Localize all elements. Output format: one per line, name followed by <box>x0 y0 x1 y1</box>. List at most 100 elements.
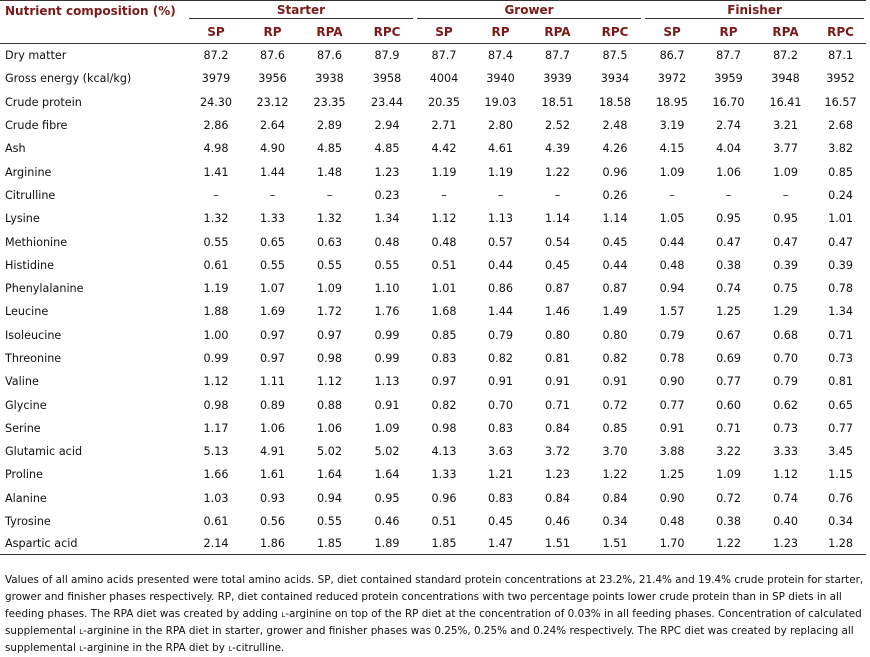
row-label: Dry matter <box>5 49 67 63</box>
table-row: Tyrosine 0.61 0.56 0.55 0.46 0.51 0.45 0.46 0.34… <box>0 510 866 533</box>
table-cell: 1.15 <box>828 468 853 482</box>
table-cell: 1.09 <box>317 282 342 296</box>
table-cell: 1.07 <box>260 282 285 296</box>
table-cell: 0.79 <box>488 328 513 342</box>
table-row: Glycine 0.98 0.89 0.88 0.91 0.82 0.70 0.71 0.72 0… <box>0 393 866 416</box>
table-cell: 3.45 <box>828 445 853 459</box>
table-cell: 87.9 <box>374 49 400 63</box>
table-cell: 0.47 <box>828 235 853 249</box>
row-label: Tyrosine <box>5 515 51 529</box>
table-row: Crude fibre 2.86 2.64 2.89 2.94 2.71 2.80 2.52 2… <box>0 114 866 137</box>
nutrient-table: Nutrient composition (%) Starter Grower … <box>0 0 867 556</box>
table-cell: 3.33 <box>773 445 798 459</box>
table-cell: 0.45 <box>488 515 513 529</box>
table-cell: 0.26 <box>602 188 628 202</box>
table-cell: 4.91 <box>260 445 285 459</box>
table-cell: 3.88 <box>659 445 685 459</box>
col-header: RP <box>701 20 757 44</box>
footnote-smallcaps: l <box>79 625 84 637</box>
table-cell: 1.12 <box>203 375 229 389</box>
table-cell: 2.68 <box>828 119 853 133</box>
table-cell: 18.58 <box>599 95 632 109</box>
table-cell: 1.10 <box>374 282 400 296</box>
table-cell: 0.34 <box>828 515 853 529</box>
table-cell: 1.33 <box>431 468 457 482</box>
table-cell: 1.03 <box>203 491 229 505</box>
table-cell: 0.48 <box>659 515 685 529</box>
table-cell: 0.38 <box>716 258 741 272</box>
table-cell: 1.29 <box>773 305 798 319</box>
row-label: Gross energy (kcal/kg) <box>5 72 132 86</box>
table-cell: 1.33 <box>260 212 285 226</box>
first-column-header: Nutrient composition (%) <box>0 0 187 20</box>
table-cell: 3.82 <box>828 142 853 156</box>
table-cell: 87.7 <box>716 49 741 63</box>
table-cell: 0.38 <box>716 515 741 529</box>
table-cell: 2.48 <box>602 119 628 133</box>
table-cell: 4.98 <box>203 142 229 156</box>
table-row: Proline 1.66 1.61 1.64 1.64 1.33 1.21 1.23 1.22 1… <box>0 463 866 486</box>
table-cell: 0.91 <box>488 375 513 389</box>
table-row: Glutamic acid 5.13 4.91 5.02 5.02 4.13 3.63 3.7… <box>0 440 866 463</box>
table-cell: 1.47 <box>473 533 528 556</box>
table-cell: 0.69 <box>716 352 741 365</box>
col-header: RP <box>473 20 528 44</box>
table-cell: 3956 <box>258 72 287 86</box>
table-cell: 0.57 <box>488 235 513 249</box>
table-cell: 0.91 <box>659 421 685 435</box>
table-cell: 2.94 <box>374 119 400 133</box>
table-row: Serine 1.17 1.06 1.06 1.09 0.98 0.83 0.84 0.85 0.… <box>0 417 866 440</box>
table-cell: 1.01 <box>828 212 853 226</box>
header-row-groups: Nutrient composition (%) Starter Grower … <box>0 0 867 20</box>
row-label: Proline <box>5 468 43 482</box>
table-row: Methionine 0.55 0.65 0.63 0.48 0.48 0.57 0.54 0.… <box>0 230 866 253</box>
table-cell: 0.78 <box>828 282 853 296</box>
table-cell: 1.14 <box>602 212 628 226</box>
table-cell: 3940 <box>486 72 515 86</box>
table-cell: 1.66 <box>203 468 229 482</box>
table-cell: 1.19 <box>431 165 457 179</box>
table-cell: 0.48 <box>431 235 457 249</box>
table-cell: 2.80 <box>488 119 513 133</box>
table-cell: 1.06 <box>716 165 741 179</box>
row-label: Ash <box>5 142 26 156</box>
table-cell: 0.77 <box>659 398 685 412</box>
table-row: Threonine 0.99 0.97 0.98 0.99 0.83 0.82 0.81 0.8… <box>0 347 866 370</box>
table-cell: 87.5 <box>602 49 628 63</box>
table-cell: 1.05 <box>659 212 685 226</box>
table-footnote: Values of all amino acids presented were… <box>5 572 865 657</box>
table-cell: 0.62 <box>773 398 798 412</box>
table-cell: 3.72 <box>545 445 570 459</box>
table-cell: 1.25 <box>716 305 741 319</box>
footnote-smallcaps: l <box>281 608 286 620</box>
table-cell: 87.7 <box>431 49 457 63</box>
table-cell: 4.04 <box>716 142 741 156</box>
table-cell: 1.86 <box>245 533 300 556</box>
row-label: Threonine <box>5 352 62 365</box>
table-cell: 24.30 <box>199 95 233 109</box>
table-cell: 0.47 <box>716 235 741 249</box>
table-cell: 3.19 <box>659 119 685 133</box>
table-cell: 0.63 <box>317 235 342 249</box>
table-cell: 3972 <box>657 72 687 86</box>
table-cell: 0.99 <box>374 352 400 365</box>
table-cell: 0.97 <box>260 328 285 342</box>
table-cell: 3.21 <box>773 119 798 133</box>
table-cell: 87.1 <box>828 49 853 63</box>
table-cell: 4.42 <box>431 142 457 156</box>
footnote-text: Values of all amino acids presented were… <box>5 574 864 620</box>
table-cell: 3.70 <box>602 445 628 459</box>
table-cell: 0.83 <box>488 491 513 505</box>
table-cell: 1.06 <box>260 421 285 435</box>
table-cell: 0.74 <box>716 282 741 296</box>
table-cell: 0.95 <box>374 491 400 505</box>
table-cell: 0.67 <box>716 328 741 342</box>
table-cell: 23.12 <box>256 95 289 109</box>
table-cell: 0.70 <box>773 352 798 365</box>
table-cell: 16.41 <box>769 95 802 109</box>
table-cell: 0.47 <box>773 235 798 249</box>
table-cell: 0.71 <box>828 328 853 342</box>
table-cell: 1.88 <box>203 305 229 319</box>
table-cell: 4.90 <box>260 142 285 156</box>
